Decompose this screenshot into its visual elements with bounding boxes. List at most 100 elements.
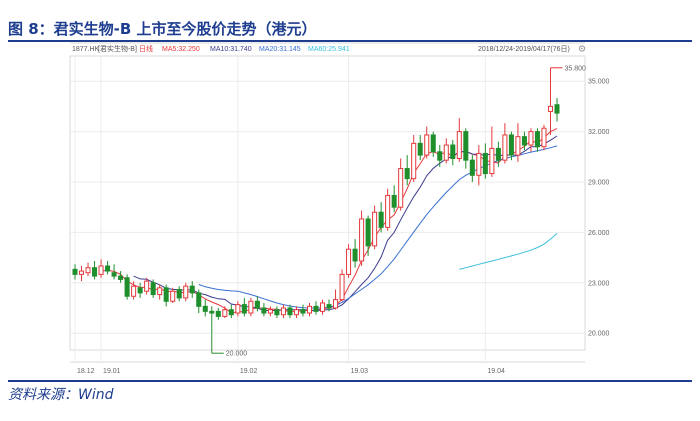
candle-body — [222, 309, 228, 317]
candlestick — [241, 297, 247, 317]
candle-body — [398, 168, 404, 208]
candlestick — [528, 128, 534, 152]
y-tick-label: 32.000 — [588, 129, 610, 136]
x-axis-ticks: 18.12 19.01 19.02 19.03 19.04 — [77, 368, 505, 375]
candle-body — [450, 144, 456, 159]
candlestick — [482, 143, 488, 179]
ma5-label: MA5:32.250 — [162, 46, 200, 53]
candle-body — [124, 277, 130, 297]
candlestick — [118, 271, 124, 283]
candlestick — [215, 308, 221, 320]
x-tick-label: 19.04 — [487, 368, 505, 375]
candlestick — [189, 281, 195, 298]
candle-body — [476, 152, 482, 176]
candlestick — [209, 306, 215, 334]
low-price-label: 20.000 — [226, 351, 248, 358]
candlestick — [365, 215, 371, 256]
candlestick — [144, 277, 150, 295]
candle-body — [365, 218, 371, 247]
candlestick — [495, 141, 501, 167]
candle-body — [183, 285, 189, 299]
candlestick — [98, 259, 104, 278]
y-axis-ticks: 20.000 23.000 26.000 29.000 32.000 35.000 — [588, 79, 610, 338]
candlestick — [176, 286, 182, 302]
candle-body — [437, 151, 443, 161]
candle-body — [105, 265, 111, 272]
source-note: 资料来源：Wind — [8, 387, 114, 403]
candlestick — [85, 262, 91, 277]
candle-body — [300, 309, 306, 314]
chart-grid — [70, 56, 585, 362]
candlestick — [339, 269, 345, 302]
candle-body — [463, 131, 469, 161]
candle-body — [495, 147, 501, 161]
candle-body — [306, 305, 313, 314]
candlestick — [554, 98, 560, 122]
figure-title: 图 8：君实生物-B 上市至今股价走势（港元） — [8, 20, 317, 38]
candlestick — [534, 128, 540, 152]
candlestick — [183, 282, 189, 302]
candlestick — [137, 282, 143, 298]
candle-body — [111, 272, 117, 277]
candle-body — [118, 275, 124, 280]
candlestick — [293, 306, 299, 319]
candlestick — [346, 244, 352, 278]
candle-body — [515, 136, 521, 156]
candle-body — [235, 304, 241, 314]
ma20-line — [198, 145, 558, 309]
candle-body — [202, 305, 208, 312]
candle-body — [534, 131, 540, 148]
candlestick — [541, 124, 547, 151]
x-tick-label: 19.02 — [240, 368, 258, 375]
high-price-label: 35.800 — [564, 65, 586, 72]
candlestick — [411, 134, 417, 182]
candlestick — [437, 145, 443, 167]
candlestick — [300, 304, 306, 317]
candle-body — [92, 267, 98, 277]
candle-body — [137, 287, 143, 294]
ma60-line — [459, 233, 558, 270]
candlestick — [385, 188, 391, 231]
moving-averages — [101, 128, 558, 314]
chart-frame — [69, 42, 586, 363]
candle-body — [98, 265, 104, 275]
candlestick — [521, 131, 527, 151]
candlestick — [489, 126, 495, 177]
candle-body — [411, 142, 417, 180]
candlestick — [228, 304, 234, 319]
candlestick — [378, 202, 384, 233]
candle-body — [85, 267, 91, 274]
candle-body — [144, 280, 150, 292]
candlestick — [456, 118, 462, 162]
candle-body — [502, 134, 508, 161]
candle-body — [541, 127, 547, 148]
candlestick — [313, 301, 319, 315]
candle-body — [430, 134, 436, 153]
date-range-label: 2018/12/24-2019/04/17(76日) — [478, 45, 570, 53]
candlestick — [463, 128, 469, 169]
candle-body — [417, 142, 423, 156]
candlestick — [476, 145, 482, 186]
candlestick — [359, 210, 365, 266]
plot-border — [69, 55, 586, 351]
candle-body — [267, 309, 273, 314]
candle-body — [248, 300, 254, 314]
candlestick — [170, 287, 176, 303]
candle-body — [333, 299, 339, 309]
candle-body — [489, 147, 495, 175]
candle-body — [372, 211, 378, 247]
candle-body — [378, 211, 384, 228]
candle-body — [508, 134, 514, 156]
candlestick — [280, 304, 286, 319]
candle-body — [157, 287, 163, 296]
candle-body — [359, 218, 365, 262]
candlestick — [124, 274, 130, 300]
stock-name-label: [君实生物-B] — [98, 44, 137, 53]
candle-body — [150, 282, 156, 296]
candlestick — [326, 299, 332, 312]
candle-body — [261, 307, 267, 314]
candle-body — [339, 273, 345, 301]
candlestick — [222, 306, 228, 319]
candlestick — [131, 281, 137, 300]
chart-settings-icon[interactable] — [578, 45, 586, 52]
